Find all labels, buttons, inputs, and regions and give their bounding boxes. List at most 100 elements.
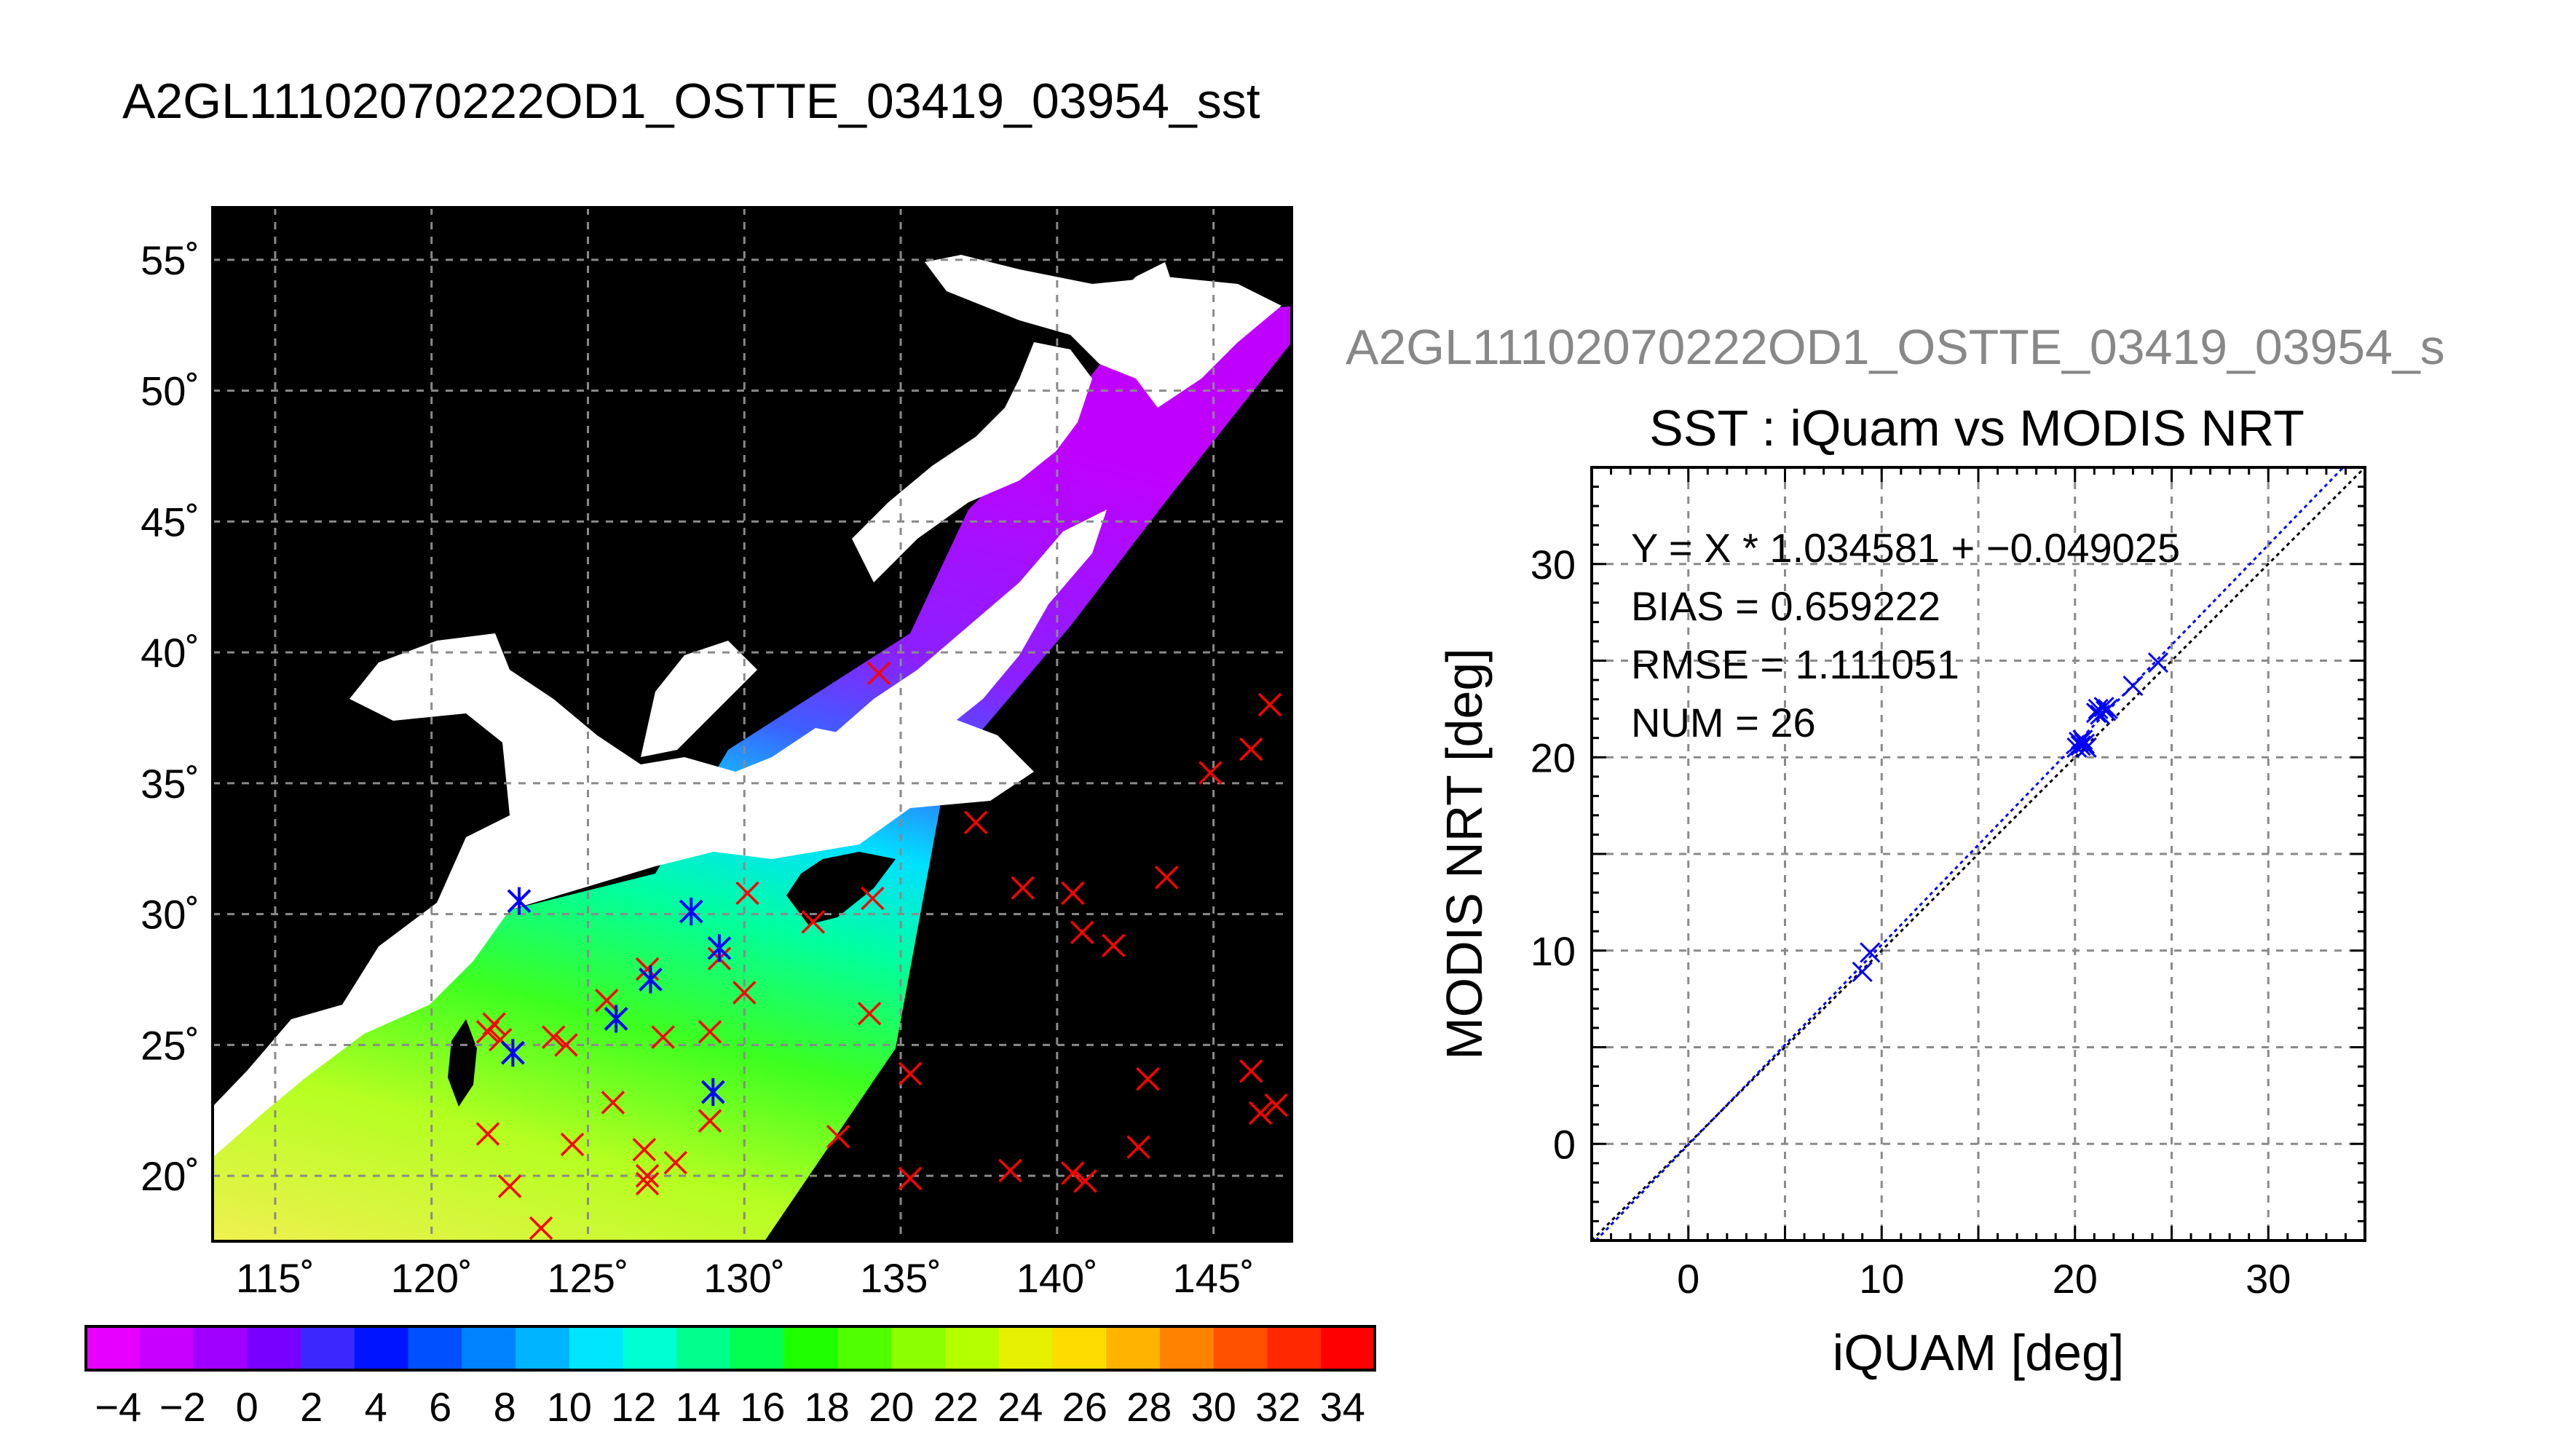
colorbar-swatch [837, 1326, 892, 1370]
map-mark-red [857, 1002, 882, 1026]
colorbar-tick-label: 6 [429, 1384, 451, 1430]
land-northeast [925, 255, 1282, 408]
scatter-xtick-label: 30 [2246, 1256, 2291, 1302]
map-mark-blue [638, 965, 663, 994]
map-lon-tick-label: 130˚ [703, 1255, 785, 1301]
colorbar-swatch [1160, 1326, 1215, 1370]
land-japan [728, 510, 1107, 837]
colorbar-tick-label: 30 [1191, 1384, 1236, 1430]
colorbar-tick-label: 26 [1062, 1384, 1107, 1430]
colorbar-swatch [1052, 1326, 1107, 1370]
map-mark-red [1154, 866, 1179, 890]
scatter-ylabel: MODIS NRT [deg] [1436, 648, 1493, 1059]
colorbar-tick-label: 18 [805, 1384, 850, 1430]
scatter-title: SST : iQuam vs MODIS NRT [1649, 400, 2305, 456]
map-mark-red [1061, 881, 1085, 906]
map-mark-red [998, 1158, 1022, 1183]
map-mark-red [497, 1174, 522, 1198]
map-mark-red [1248, 1101, 1273, 1125]
scatter-point [2093, 697, 2114, 718]
map-mark-red [475, 1122, 500, 1146]
map-lat-tick-label: 35˚ [141, 761, 200, 807]
map-mark-red [1070, 920, 1094, 945]
scatter-stat-rmse: RMSE = 1.111051 [1631, 641, 1959, 687]
map-mark-red [529, 1216, 553, 1241]
map-grid [213, 207, 1292, 1241]
colorbar-swatch [139, 1326, 194, 1370]
map-mark-red [898, 1166, 923, 1190]
scatter-lines [1590, 466, 2366, 1242]
map-mark-red [632, 1137, 657, 1162]
map-lon-tick-label: 135˚ [860, 1255, 941, 1301]
map-lat-tick-label: 20˚ [141, 1153, 200, 1199]
colorbar-tick-label: 32 [1255, 1384, 1300, 1430]
map-lat-tick-label: 25˚ [141, 1022, 200, 1068]
colorbar-swatch [623, 1326, 677, 1370]
map-lon-tick-label: 145˚ [1173, 1255, 1255, 1301]
map-mark-red [963, 810, 988, 835]
colorbar-tick-label: 2 [300, 1384, 323, 1430]
colorbar-labels: −4 −2 0 2 4 6 8 10 12 14 16 18 20 22 24 26 28 30 32 34 [95, 1384, 1365, 1430]
scatter-points [1852, 652, 2168, 983]
map-mark-blue [700, 1078, 725, 1107]
colorbar-swatch [86, 1326, 141, 1370]
map-mark-red [1239, 1059, 1263, 1083]
colorbar-swatch [891, 1326, 946, 1370]
map-mark-red [698, 1109, 722, 1133]
scatter-point [2147, 652, 2168, 673]
colorbar-tick-label: 10 [547, 1384, 592, 1430]
colorbar-swatch [408, 1326, 462, 1370]
map-mark-red [1101, 933, 1126, 958]
land-kyushu [786, 852, 896, 925]
map-mark-red [541, 1025, 566, 1049]
colorbar-swatch [247, 1326, 301, 1370]
map-lat-labels: 55˚ 50˚ 45˚ 40˚ 35˚ 30˚ 25˚ 20˚ [141, 237, 200, 1199]
colorbar-tick-label: 12 [611, 1384, 656, 1430]
colorbar-swatch [462, 1326, 516, 1370]
colorbar-swatch [301, 1326, 355, 1370]
colorbar-swatch [193, 1326, 248, 1370]
map-mark-red [866, 661, 891, 686]
map-mark-red [1257, 692, 1282, 717]
scatter-reference-line [1590, 466, 2366, 1242]
map-marks [475, 661, 1288, 1241]
scatter-stat-bias: BIAS = 0.659222 [1631, 583, 1940, 629]
colorbar-swatch [1321, 1326, 1375, 1370]
scatter-xtick-label: 20 [2053, 1256, 2098, 1302]
colorbar-swatch [1213, 1326, 1268, 1370]
map-lon-labels: 115˚ 120˚ 125˚ 130˚ 135˚ 140˚ 145˚ [236, 1255, 1255, 1301]
colorbar-swatch [516, 1326, 570, 1370]
map-mark-red [560, 1132, 585, 1157]
scatter-point [2122, 675, 2144, 697]
colorbar-swatch [1106, 1326, 1161, 1370]
map-mark-red [651, 1025, 675, 1049]
map-mark-red [554, 1033, 578, 1057]
map-frame [211, 206, 1293, 1243]
main-title: A2GL11102070222OD1_OSTTE_03419_03954_sst [122, 74, 1260, 129]
scatter-panel: A2GL11102070222OD1_OSTTE_03419_03954_s S… [1346, 320, 2445, 1381]
scatter-point [1852, 961, 1873, 983]
scatter-xtick-label: 0 [1677, 1256, 1699, 1302]
map-mark-red [1239, 737, 1263, 761]
scatter-point [1860, 942, 1881, 963]
scatter-reference-line [1595, 466, 2345, 1242]
scatter-stat-fit: Y = X * 1.034581 + −0.049025 [1631, 525, 2180, 571]
map-mark-blue [679, 898, 703, 926]
map-mark-red [826, 1124, 850, 1149]
colorbar-swatch [569, 1326, 623, 1370]
scatter-xlabel: iQUAM [deg] [1833, 1324, 2125, 1381]
map-lon-tick-label: 120˚ [391, 1255, 473, 1301]
map-mark-red [1061, 1161, 1085, 1185]
map-mark-red [732, 981, 757, 1005]
map-panel: 55˚ 50˚ 45˚ 40˚ 35˚ 30˚ 25˚ 20˚ 115˚ 120˚ 125˚ 130… [141, 206, 1293, 1301]
colorbar-tick-label: 0 [236, 1384, 258, 1430]
colorbar-swatch [730, 1326, 785, 1370]
scatter-subtitle: A2GL11102070222OD1_OSTTE_03419_03954_s [1346, 320, 2445, 375]
map-mark-red [1198, 761, 1223, 785]
colorbar-tick-label: 14 [676, 1384, 721, 1430]
map-mark-blue [707, 934, 732, 962]
map-lat-tick-label: 50˚ [141, 368, 200, 414]
scatter-ytick-label: 10 [1531, 928, 1576, 974]
scatter-point [2076, 737, 2097, 759]
